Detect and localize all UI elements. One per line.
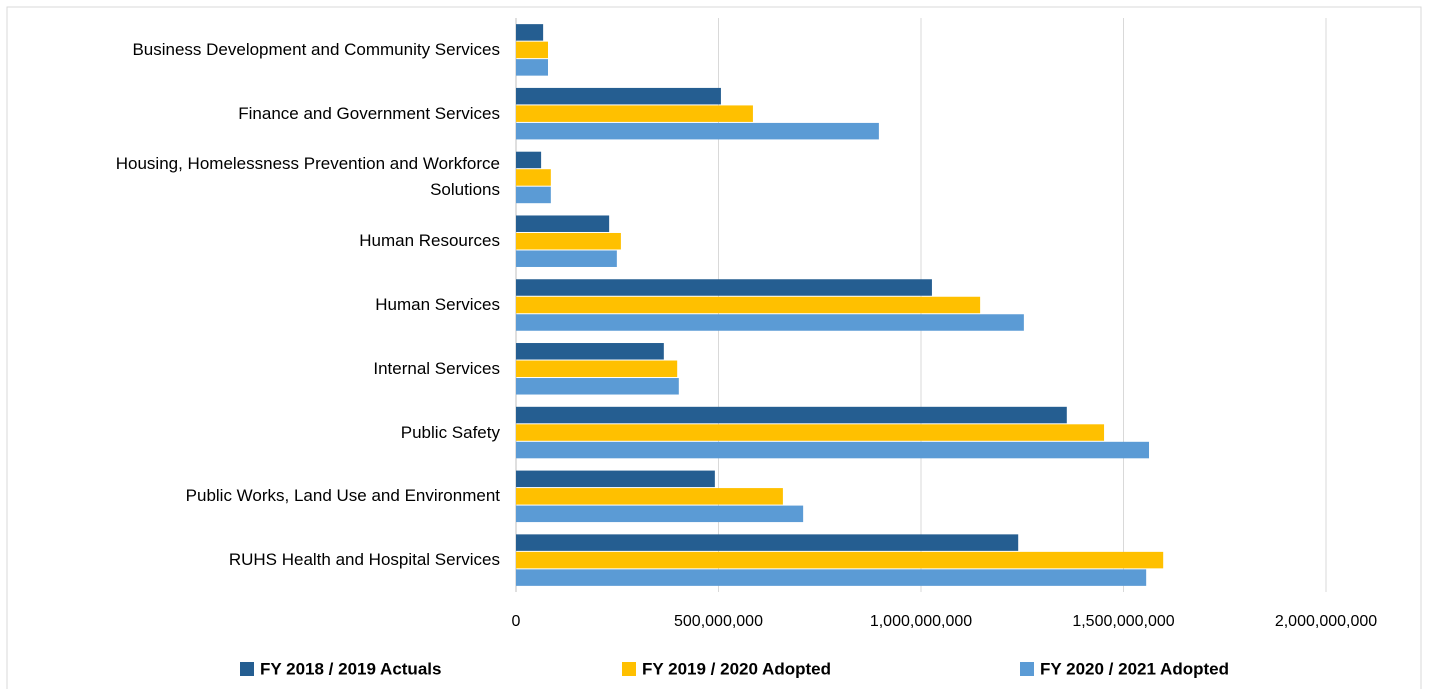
bar bbox=[516, 296, 981, 314]
bar bbox=[516, 378, 679, 395]
legend-swatch bbox=[1020, 662, 1034, 676]
y-tick-label: Public Safety bbox=[400, 422, 500, 442]
bar bbox=[516, 551, 1164, 569]
legend-label: FY 2018 / 2019 Actuals bbox=[260, 659, 441, 678]
bar bbox=[516, 232, 621, 250]
bar bbox=[516, 151, 542, 169]
bar bbox=[516, 186, 551, 204]
legend-swatch bbox=[240, 662, 254, 676]
bar bbox=[516, 105, 753, 122]
x-tick-label: 1,500,000,000 bbox=[1072, 613, 1174, 630]
bar bbox=[516, 424, 1105, 441]
y-tick-label: Public Works, Land Use and Environment bbox=[185, 486, 500, 506]
bar bbox=[516, 24, 544, 41]
bar bbox=[516, 169, 551, 186]
x-tick-label: 1,000,000,000 bbox=[870, 613, 972, 630]
bar bbox=[516, 505, 804, 523]
x-tick-label: 2,000,000,000 bbox=[1275, 613, 1377, 630]
bar bbox=[516, 534, 1019, 551]
bar bbox=[516, 215, 610, 232]
y-tick-label: Business Development and Community Servi… bbox=[132, 39, 500, 59]
bar bbox=[516, 441, 1150, 459]
bar bbox=[516, 41, 548, 59]
bar bbox=[516, 406, 1067, 424]
bar bbox=[516, 59, 548, 76]
legend-label: FY 2019 / 2020 Adopted bbox=[642, 659, 831, 678]
y-tick-label: Human Services bbox=[375, 295, 500, 314]
bar bbox=[516, 314, 1024, 331]
y-tick-label: Finance and Government Services bbox=[238, 103, 500, 123]
y-tick-label: Human Resources bbox=[359, 231, 500, 251]
bar bbox=[516, 360, 678, 378]
bar bbox=[516, 87, 721, 105]
bar bbox=[516, 122, 879, 140]
bar bbox=[516, 470, 715, 488]
y-tick-label: Housing, Homelessness Prevention and Wor… bbox=[115, 154, 500, 200]
legend-label: FY 2020 / 2021 Adopted bbox=[1040, 659, 1229, 678]
bar bbox=[516, 569, 1147, 586]
y-tick-label: RUHS Health and Hospital Services bbox=[228, 550, 500, 570]
y-tick-label: Internal Services bbox=[373, 358, 500, 378]
legend-swatch bbox=[622, 662, 636, 676]
bar bbox=[516, 343, 664, 360]
x-tick-label: 500,000,000 bbox=[674, 613, 763, 630]
bar bbox=[516, 488, 783, 505]
x-tick-label: 0 bbox=[512, 613, 521, 630]
bar bbox=[516, 250, 617, 267]
chart-frame bbox=[6, 6, 1422, 689]
bar bbox=[516, 279, 932, 296]
